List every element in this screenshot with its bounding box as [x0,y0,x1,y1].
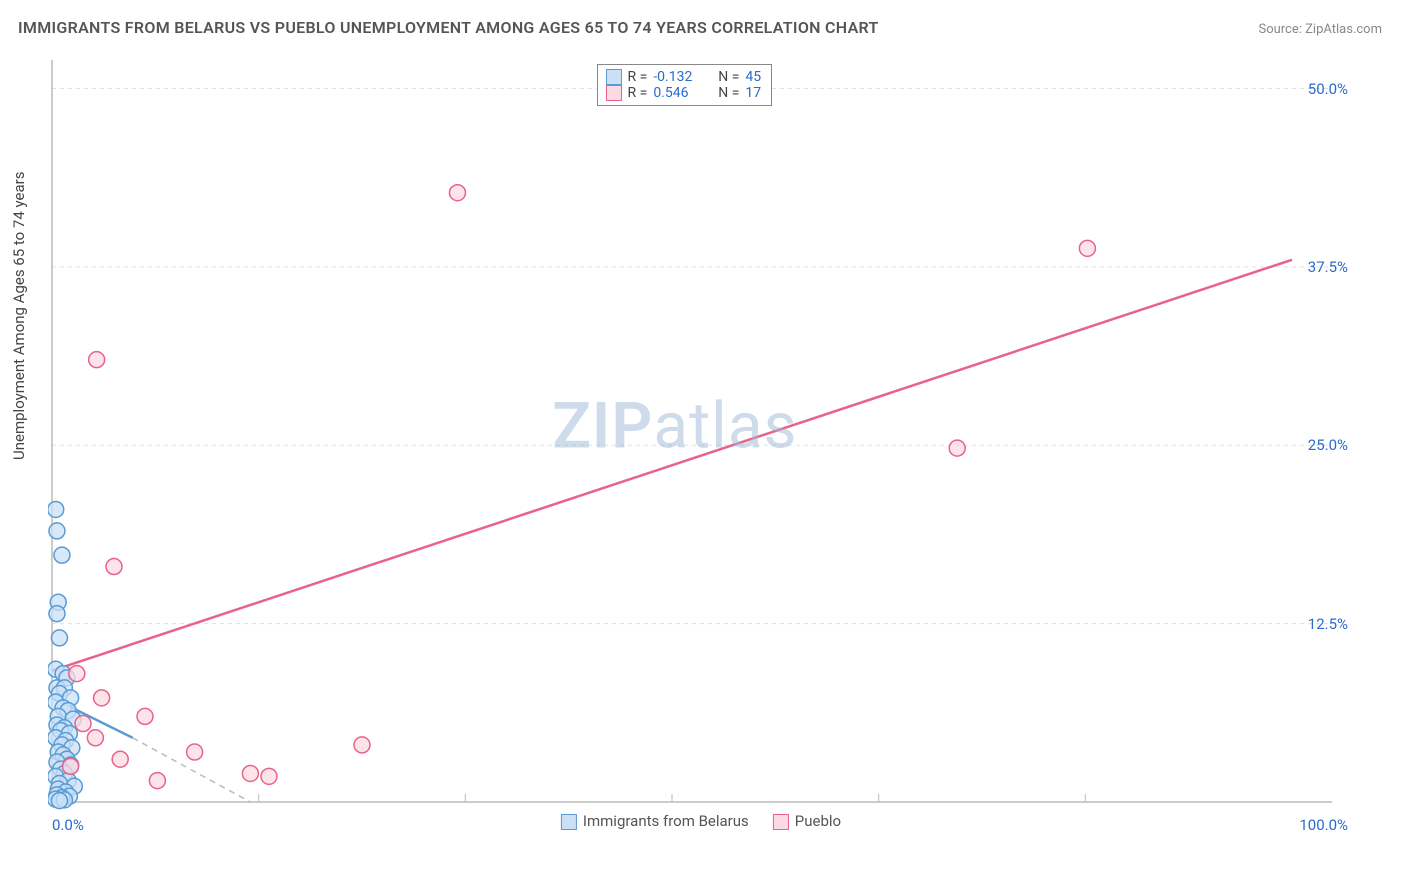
stats-legend-row: R = -0.132 N = 45 [606,69,762,85]
y-tick-label: 50.0% [1308,80,1348,98]
y-tick-label: 25.0% [1308,436,1348,454]
stats-legend-row: R = 0.546 N = 17 [606,85,762,101]
series-legend: Immigrants from Belarus Pueblo [561,812,841,830]
chart-title: IMMIGRANTS FROM BELARUS VS PUEBLO UNEMPL… [18,18,879,37]
y-tick-label: 12.5% [1308,615,1348,633]
y-axis-label: Unemployment Among Ages 65 to 74 years [10,172,28,460]
stats-legend: R = -0.132 N = 45R = 0.546 N = 17 [597,64,773,106]
x-tick-label: 100.0% [1299,816,1348,834]
legend-item: Immigrants from Belarus [561,812,749,830]
source-label: Source: ZipAtlas.com [1258,22,1382,37]
legend-item: Pueblo [773,812,841,830]
scatter-plot: ZIPatlas R = -0.132 N = 45R = 0.546 N = … [48,52,1354,832]
y-tick-label: 37.5% [1308,258,1348,276]
chart-canvas [48,52,1354,832]
x-tick-label: 0.0% [52,816,84,834]
